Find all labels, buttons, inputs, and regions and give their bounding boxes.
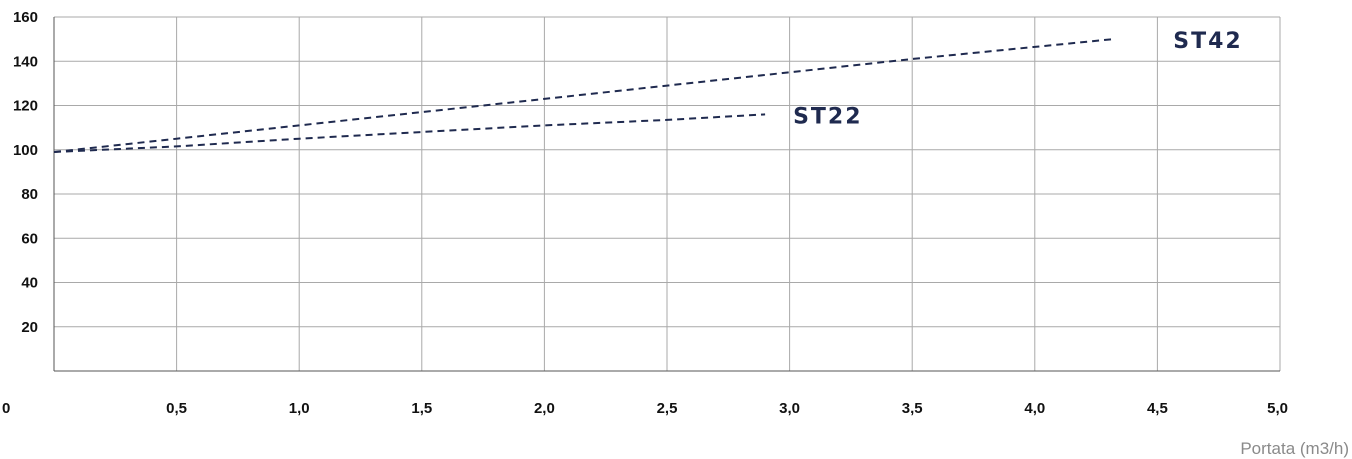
grid xyxy=(53,16,1281,372)
x-tick-label: 5,0 xyxy=(1267,400,1288,417)
y-tick-label: 20 xyxy=(21,319,38,336)
series-labels: ST42 ST22 xyxy=(793,29,1242,129)
x-tick-label: 4,0 xyxy=(1024,400,1045,417)
series-label-st42: ST42 xyxy=(1173,29,1242,54)
y-tick-label: 160 xyxy=(13,9,38,26)
x-tick-label: 3,0 xyxy=(779,400,800,417)
y-tick-label: 140 xyxy=(13,53,38,70)
x-tick-label: 2,0 xyxy=(534,400,555,417)
x-tick-label: 2,5 xyxy=(657,400,678,417)
x-axis-label: Portata (m3/h) xyxy=(1240,439,1349,458)
series-label-st22: ST22 xyxy=(793,104,862,129)
series-lines xyxy=(53,38,1114,153)
x-tick-label: 0 xyxy=(2,400,10,417)
x-tick-label: 0,5 xyxy=(166,400,187,417)
x-tick-label: 4,5 xyxy=(1147,400,1168,417)
series-line-st22 xyxy=(53,113,766,153)
x-tick-label: 1,5 xyxy=(411,400,432,417)
x-tick-label: 1,0 xyxy=(289,400,310,417)
y-tick-label: 60 xyxy=(21,230,38,247)
y-tick-label: 40 xyxy=(21,275,38,292)
y-tick-label: 100 xyxy=(13,142,38,159)
y-tick-label: 80 xyxy=(21,186,38,203)
x-tick-label: 3,5 xyxy=(902,400,923,417)
x-tick-labels: 0 0,5 1,0 1,5 2,0 2,5 3,0 3,5 4,0 4,5 5,0 xyxy=(2,400,1288,417)
y-tick-labels: 20 40 60 80 100 120 140 160 xyxy=(13,9,38,336)
y-tick-label: 120 xyxy=(13,98,38,115)
series-line-st42 xyxy=(53,38,1114,153)
